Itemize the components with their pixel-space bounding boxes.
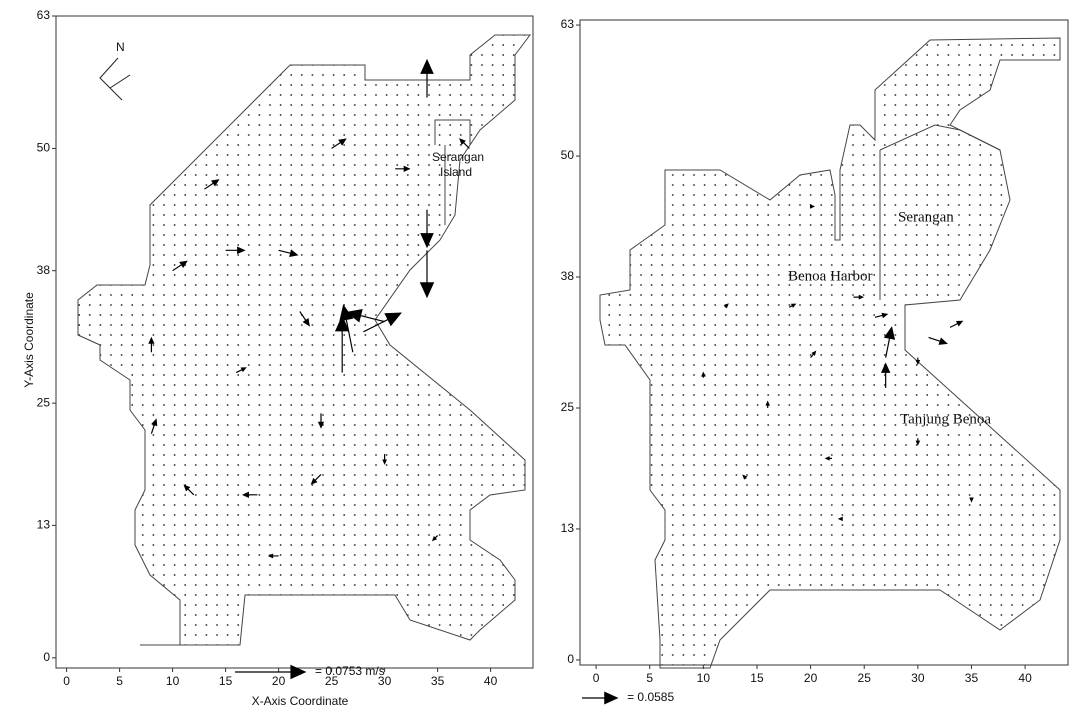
x-tick-label: 25: [858, 671, 872, 685]
y-tick-label: 63: [561, 17, 575, 31]
grid-dots: [580, 20, 1068, 665]
vector-arrow: [725, 304, 728, 307]
x-tick-label: 40: [484, 674, 498, 688]
x-tick-label: 35: [431, 674, 445, 688]
x-tick-label: 20: [272, 674, 286, 688]
annotation: Benoa Harbor: [788, 268, 873, 284]
y-tick-label: 50: [561, 148, 575, 162]
x-tick-label: 15: [219, 674, 233, 688]
y-tick-label: 63: [37, 8, 51, 22]
x-tick-label: 40: [1018, 671, 1032, 685]
annotation: Island: [440, 165, 472, 179]
x-tick-label: 10: [697, 671, 711, 685]
y-tick-label: 50: [37, 141, 51, 155]
y-tick-label: 13: [37, 518, 51, 532]
x-tick-label: 30: [911, 671, 925, 685]
x-tick-label: 35: [965, 671, 979, 685]
annotation: Serangan: [432, 150, 484, 164]
scale-label: = 0.0753 m/s: [315, 664, 385, 678]
north-arrow: [100, 58, 130, 100]
y-tick-label: 38: [37, 263, 51, 277]
x-tick-label: 5: [646, 671, 653, 685]
vector-arrow: [743, 476, 746, 479]
x-tick-label: 0: [593, 671, 600, 685]
grid-dots: [56, 16, 533, 668]
y-tick-label: 13: [561, 521, 575, 535]
y-tick-label: 25: [561, 400, 575, 414]
y-tick-label: 38: [561, 269, 575, 283]
vector-arrow: [929, 337, 947, 344]
x-tick-label: 10: [166, 674, 180, 688]
x-tick-label: 15: [750, 671, 764, 685]
scale-arrow: [582, 692, 617, 703]
y-tick-label: 25: [37, 395, 51, 409]
figure: N Serangan Island Serangan Benoa Harbor …: [0, 0, 1076, 709]
vector-arrow: [916, 358, 919, 364]
x-tick-label: 0: [63, 674, 70, 688]
y-tick-label: 0: [567, 652, 574, 666]
y-axis-label: Y-Axis Coordinate: [22, 292, 36, 388]
x-axis-label: X-Axis Coordinate: [252, 694, 349, 708]
x-tick-label: 20: [804, 671, 818, 685]
x-tick-label: 5: [116, 674, 123, 688]
vector-arrow: [950, 321, 962, 327]
scale-label: = 0.0585: [627, 690, 674, 704]
annotation: Serangan: [898, 209, 954, 225]
y-tick-label: 0: [43, 650, 50, 664]
annotation: Tanjung Benoa: [900, 411, 991, 427]
annotation: N: [116, 40, 125, 54]
